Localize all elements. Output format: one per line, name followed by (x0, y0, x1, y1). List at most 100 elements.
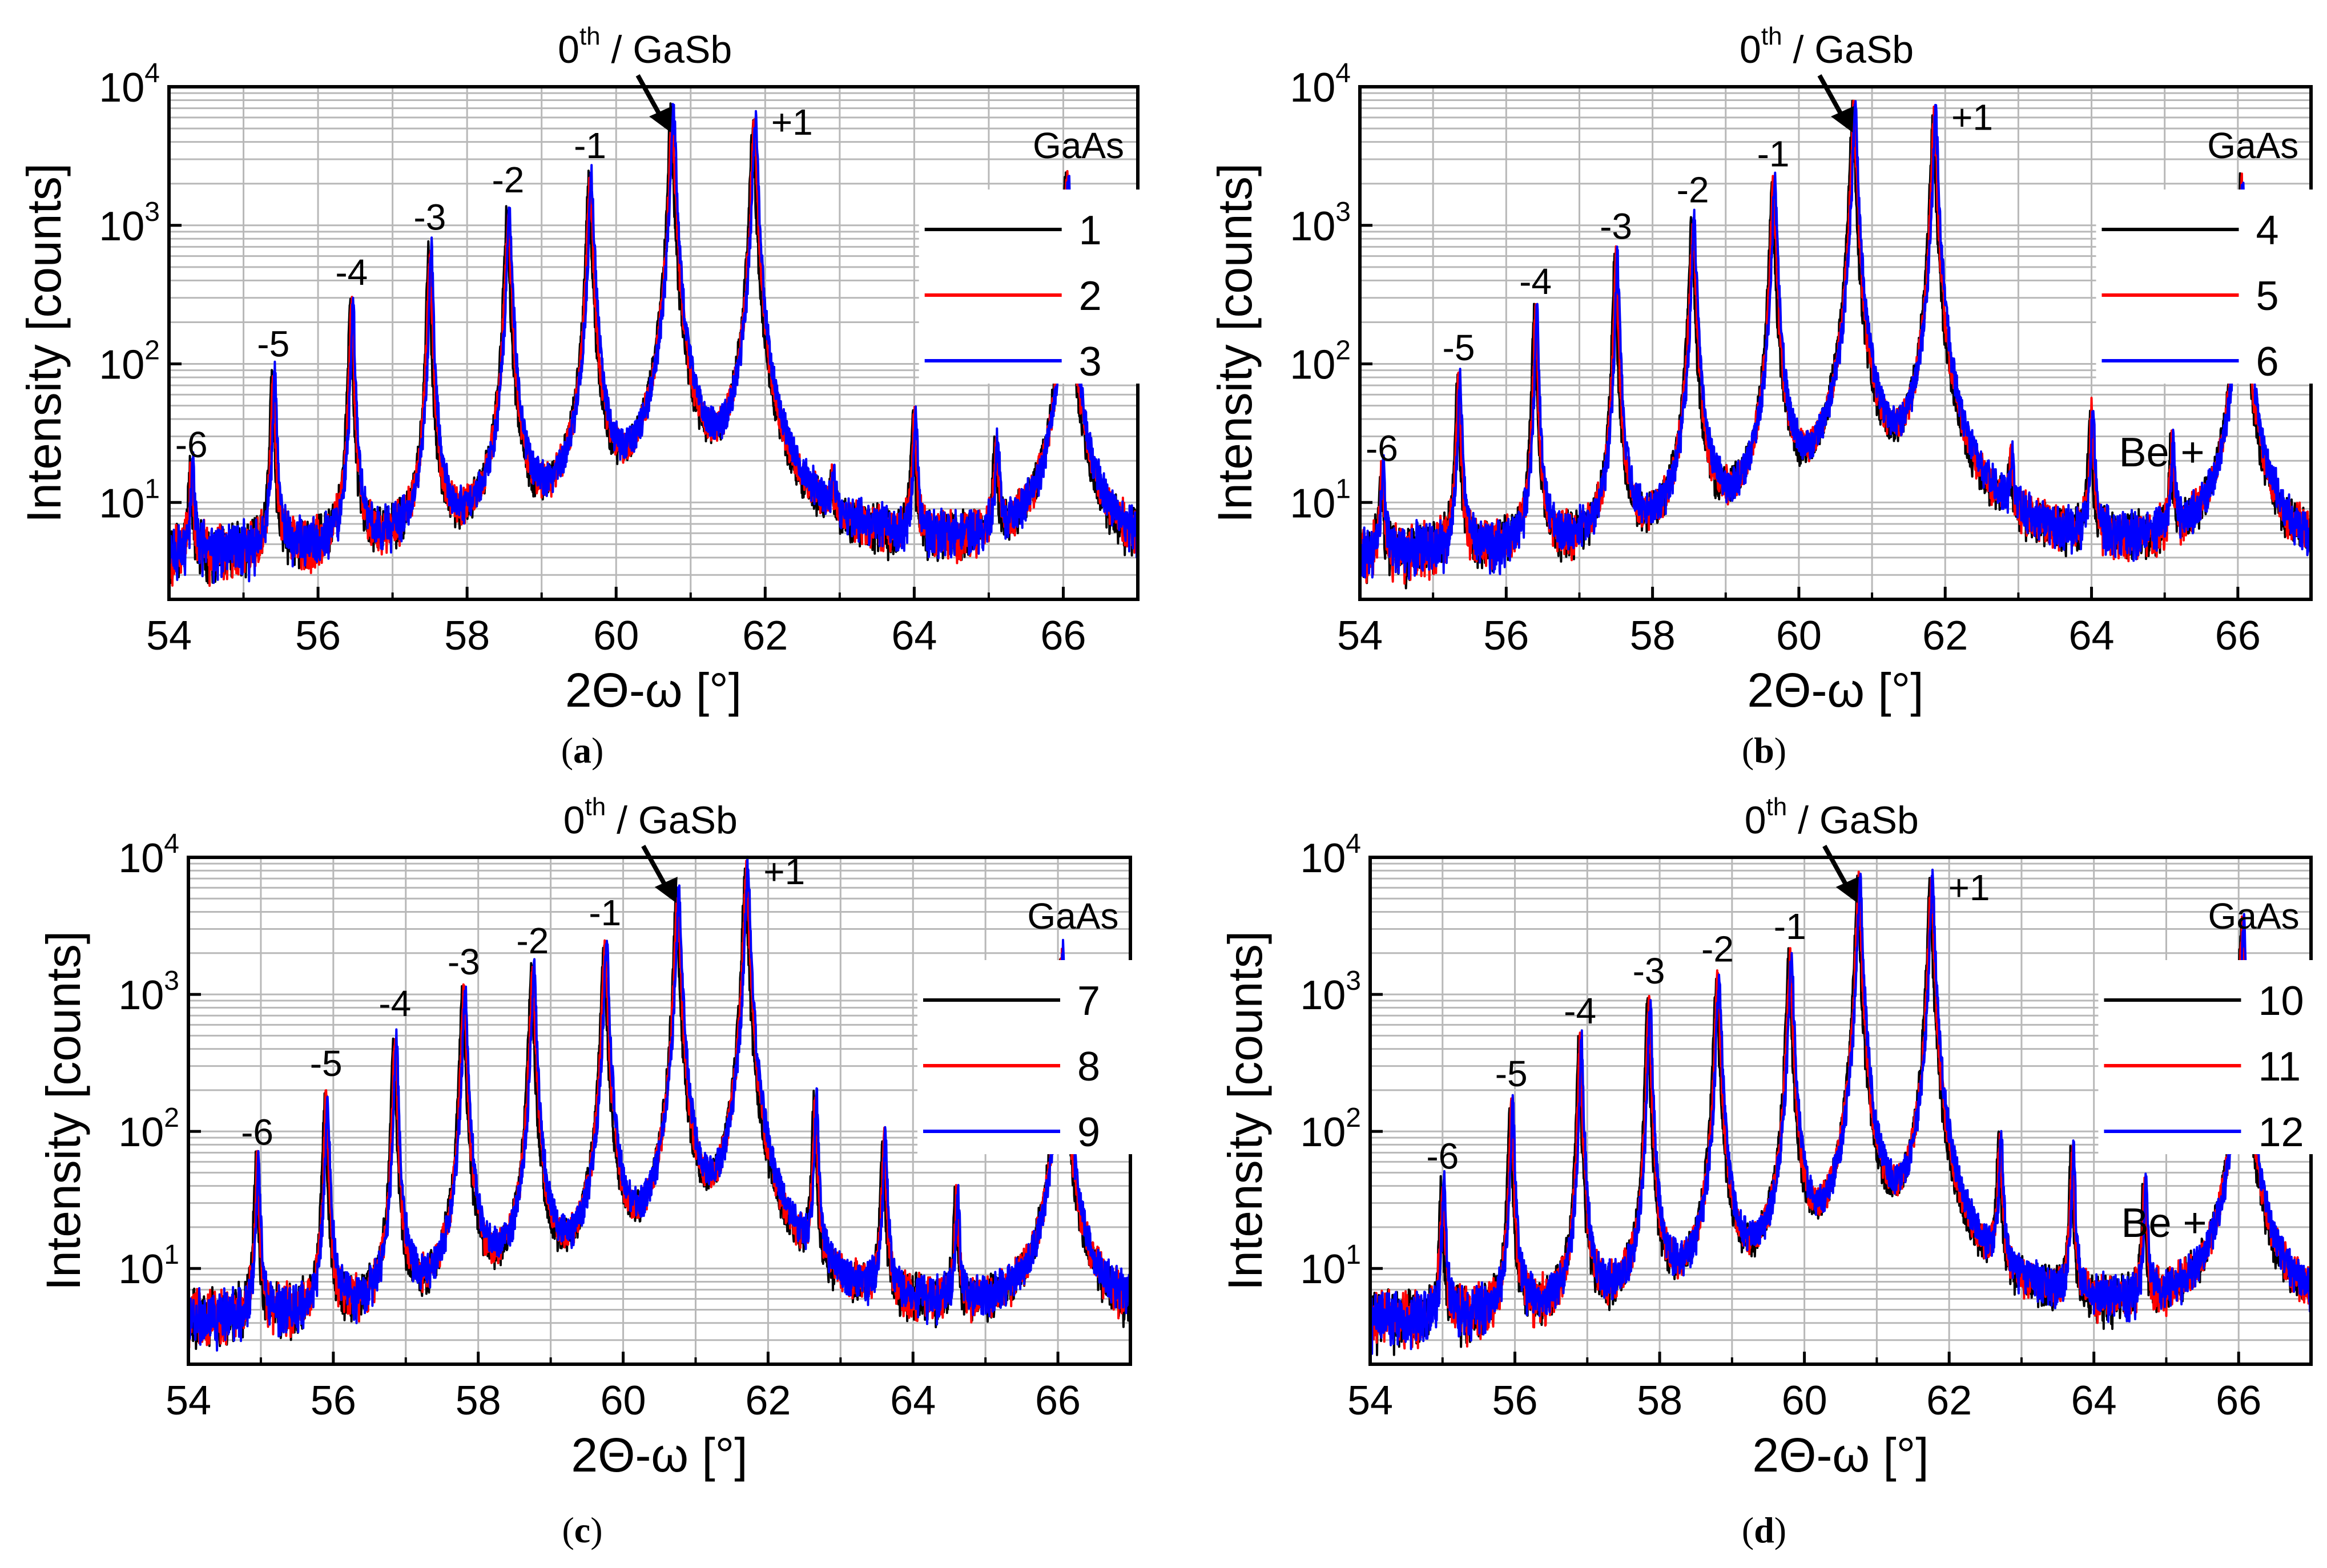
x-tick-label: 60 (1782, 1378, 1827, 1424)
peak-label: +1 (1948, 867, 1990, 908)
peak-label: -1 (574, 125, 606, 166)
annotation-arrow-head (649, 106, 673, 132)
peak-label: GaAs (1033, 125, 1124, 166)
legend-label: 1 (1079, 208, 1102, 253)
peak-label: -6 (1366, 428, 1398, 469)
y-tick-label: 102 (1300, 1103, 1361, 1155)
peak-label: -3 (413, 196, 446, 237)
y-tick-label: 101 (1300, 1240, 1361, 1292)
y-tick-label: 104 (118, 829, 179, 881)
peak-label: -2 (1677, 170, 1709, 211)
series-line-9 (187, 855, 1132, 1352)
y-tick-label: 101 (118, 1240, 179, 1292)
y-tick-label: 103 (1290, 197, 1351, 249)
peak-label: -1 (589, 892, 621, 933)
peak-label: -2 (492, 159, 524, 200)
legend-label: 2 (1079, 273, 1102, 319)
x-axis: 54 56 58 60 62 64 66 (166, 1352, 1132, 1424)
extra-label: Be + (2121, 1200, 2207, 1246)
arrow-annotation-label: 0th / GaSb (558, 22, 732, 71)
y-axis: 101 102 103 104 (1290, 58, 1372, 526)
series-line-12 (1369, 868, 2312, 1355)
peak-label: -4 (1519, 261, 1552, 302)
x-tick-label: 62 (742, 613, 788, 659)
peak-label: +1 (1951, 96, 1993, 138)
traces (1359, 99, 2312, 590)
peak-label: -3 (448, 941, 480, 982)
x-tick-label: 64 (2071, 1378, 2117, 1424)
x-tick-label: 64 (890, 1378, 936, 1424)
x-axis-title: 2Θ-ω [°] (571, 1428, 747, 1482)
x-axis: 54 56 58 60 62 64 66 (1337, 587, 2312, 659)
x-tick-label: 58 (1637, 1378, 1682, 1424)
y-tick-label: 101 (1290, 474, 1351, 526)
peak-label: -6 (1426, 1136, 1459, 1177)
y-tick-label: 103 (118, 966, 179, 1018)
y-axis: 101 102 103 104 (1300, 829, 1383, 1292)
x-tick-label: 56 (1492, 1378, 1537, 1424)
x-axis-title: 2Θ-ω [°] (565, 663, 742, 717)
x-tick-label: 66 (1035, 1378, 1081, 1424)
arrow-annotation-label: 0th / GaSb (1745, 793, 1919, 842)
x-tick-label: 66 (1040, 613, 1086, 659)
chart-panel-1: 54 56 58 60 62 64 66 101 102 103 104 2Θ-ω [°] Intens… (17, 22, 1159, 717)
x-tick-label: 60 (593, 613, 639, 659)
legend-label: 8 (1077, 1044, 1100, 1090)
x-tick-label: 54 (146, 613, 192, 659)
extra-label: Be + (2119, 430, 2204, 475)
peak-label: -1 (1774, 906, 1806, 947)
panel-caption-d: (d) (1741, 1510, 1787, 1550)
x-axis: 54 56 58 60 62 64 66 (1347, 1352, 2312, 1424)
peak-label: -1 (1757, 134, 1790, 175)
arrow-annotation-label: 0th / GaSb (563, 793, 738, 842)
y-tick-label: 102 (99, 336, 160, 388)
x-tick-label: 62 (1926, 1378, 1972, 1424)
y-tick-label: 104 (99, 58, 160, 111)
legend-box (919, 190, 1159, 384)
x-tick-label: 54 (166, 1378, 211, 1424)
legend-label: 6 (2256, 339, 2278, 385)
annotation-arrow-head (654, 877, 678, 903)
peak-labels: -6 -5 -4 -3 -2 -1 +1 GaAs (175, 102, 1124, 465)
legend-label: 11 (2258, 1044, 2301, 1090)
peak-label: -5 (1495, 1053, 1528, 1094)
annotation-arrow-head (1835, 877, 1859, 903)
peak-label: -2 (516, 920, 549, 961)
legend-label: 4 (2256, 208, 2278, 253)
peak-labels: -6 -5 -4 -3 -2 -1 +1 GaAs (1426, 867, 2299, 1177)
y-axis-title: Intensity [counts] (1218, 931, 1272, 1291)
y-tick-label: 104 (1290, 58, 1351, 111)
peak-label: -5 (310, 1043, 343, 1084)
y-tick-label: 102 (118, 1103, 179, 1155)
peak-label: +1 (771, 102, 813, 143)
legend-label: 7 (1077, 978, 1100, 1024)
x-axis-title: 2Θ-ω [°] (1752, 1428, 1929, 1482)
x-tick-label: 64 (891, 613, 937, 659)
x-tick-label: 56 (311, 1378, 356, 1424)
x-axis-title: 2Θ-ω [°] (1747, 663, 1923, 717)
peak-label: -3 (1633, 950, 1665, 991)
peak-label: -5 (1443, 327, 1475, 368)
x-tick-label: 66 (2216, 1378, 2261, 1424)
series-line-6 (1359, 100, 2312, 581)
x-tick-label: 54 (1347, 1378, 1393, 1424)
peak-labels: -6 -5 -4 -3 -2 -1 +1 GaAs (241, 851, 1118, 1152)
x-tick-label: 58 (444, 613, 490, 659)
peak-label: -5 (257, 324, 289, 365)
panel-caption-a: (a) (561, 730, 604, 771)
y-tick-label: 104 (1300, 829, 1361, 881)
annotation-arrow-head (1831, 106, 1854, 132)
x-tick-label: 66 (2215, 613, 2261, 659)
peak-label: +1 (763, 851, 805, 892)
y-tick-label: 102 (1290, 336, 1351, 388)
series-line-3 (168, 103, 1139, 585)
y-axis-title: Intensity [counts] (1208, 163, 1262, 523)
peak-label: GaAs (2208, 896, 2300, 937)
legend: 1 2 3 (919, 190, 1159, 385)
peak-label: -3 (1600, 206, 1632, 247)
peak-label: -4 (379, 983, 411, 1024)
legend-label: 9 (1077, 1110, 1100, 1155)
x-tick-label: 58 (1630, 613, 1676, 659)
legend: 7 8 9 (917, 960, 1157, 1155)
legend: 10 11 12 (2098, 960, 2327, 1155)
